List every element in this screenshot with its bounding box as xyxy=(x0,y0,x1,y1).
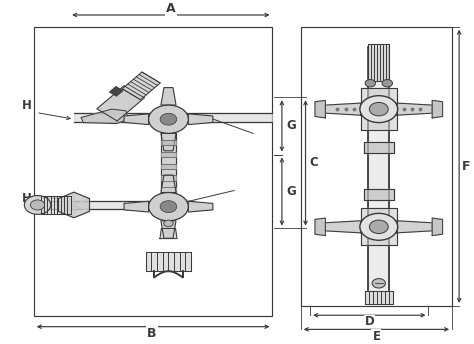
Polygon shape xyxy=(364,142,394,153)
Polygon shape xyxy=(364,189,394,200)
Polygon shape xyxy=(161,175,176,193)
Polygon shape xyxy=(124,201,149,212)
Polygon shape xyxy=(74,198,90,211)
Polygon shape xyxy=(365,291,393,304)
Text: A: A xyxy=(166,2,176,15)
Polygon shape xyxy=(160,228,177,239)
Bar xyxy=(34,27,273,316)
Polygon shape xyxy=(315,218,325,236)
Polygon shape xyxy=(161,88,176,105)
Text: E: E xyxy=(373,330,381,343)
Text: F: F xyxy=(462,160,471,173)
Polygon shape xyxy=(161,133,176,151)
Circle shape xyxy=(360,213,398,240)
Text: G: G xyxy=(286,119,296,132)
Polygon shape xyxy=(124,114,149,125)
Polygon shape xyxy=(161,221,176,238)
Polygon shape xyxy=(41,195,71,214)
Polygon shape xyxy=(161,164,176,169)
Polygon shape xyxy=(58,205,74,218)
Polygon shape xyxy=(325,221,361,233)
Polygon shape xyxy=(74,113,273,122)
Circle shape xyxy=(382,79,392,87)
Circle shape xyxy=(369,220,388,234)
Polygon shape xyxy=(161,187,176,193)
Bar xyxy=(301,27,452,306)
Polygon shape xyxy=(122,72,160,100)
Circle shape xyxy=(372,279,385,288)
Circle shape xyxy=(369,103,388,116)
Polygon shape xyxy=(161,133,176,202)
Circle shape xyxy=(149,105,188,133)
Polygon shape xyxy=(188,114,213,125)
Polygon shape xyxy=(325,103,361,115)
Polygon shape xyxy=(361,88,397,130)
Circle shape xyxy=(160,113,177,125)
Circle shape xyxy=(360,96,398,122)
Polygon shape xyxy=(97,86,145,121)
Polygon shape xyxy=(188,201,213,212)
Polygon shape xyxy=(397,221,432,233)
Polygon shape xyxy=(109,86,123,96)
Polygon shape xyxy=(397,103,432,115)
Polygon shape xyxy=(146,252,191,270)
Text: H: H xyxy=(22,192,32,205)
Polygon shape xyxy=(432,100,443,118)
Polygon shape xyxy=(81,109,128,123)
Polygon shape xyxy=(161,175,176,181)
Polygon shape xyxy=(34,201,194,209)
Text: C: C xyxy=(309,157,318,170)
Text: B: B xyxy=(147,327,157,340)
Polygon shape xyxy=(315,100,325,118)
Polygon shape xyxy=(58,198,74,211)
Polygon shape xyxy=(161,152,176,157)
Circle shape xyxy=(30,200,45,210)
Text: D: D xyxy=(365,315,374,329)
Circle shape xyxy=(365,79,375,87)
Circle shape xyxy=(160,201,177,213)
Polygon shape xyxy=(368,44,389,80)
Circle shape xyxy=(149,193,188,221)
Polygon shape xyxy=(432,218,443,236)
Polygon shape xyxy=(74,192,90,205)
Polygon shape xyxy=(58,192,74,205)
Polygon shape xyxy=(161,140,176,146)
Polygon shape xyxy=(368,47,389,291)
Circle shape xyxy=(24,195,51,214)
Circle shape xyxy=(164,220,173,227)
Text: G: G xyxy=(286,185,296,198)
Polygon shape xyxy=(74,205,90,218)
Polygon shape xyxy=(361,208,397,245)
Text: H: H xyxy=(22,99,32,112)
